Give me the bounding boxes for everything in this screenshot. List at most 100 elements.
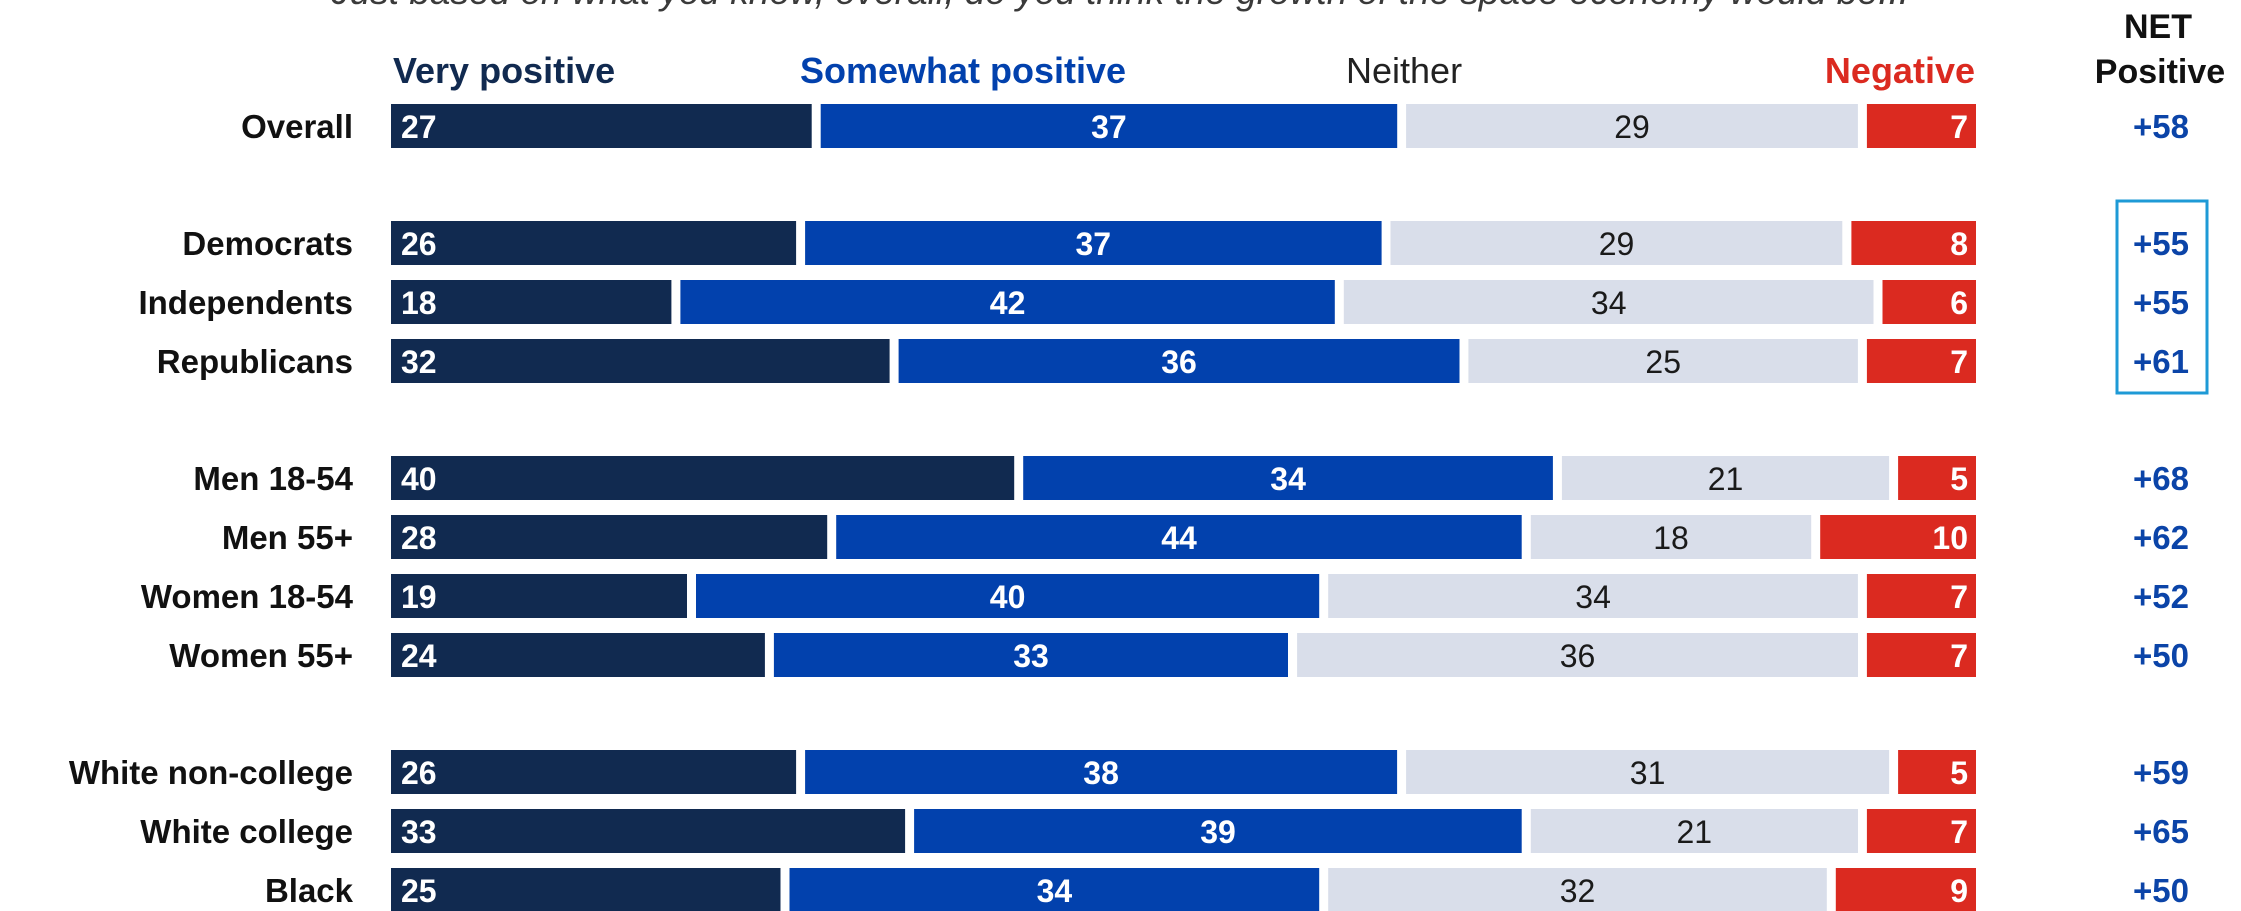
net-positive-value: +50 bbox=[2133, 637, 2189, 674]
legend-very-positive: Very positive bbox=[393, 50, 615, 91]
data-label-very-positive: 26 bbox=[401, 755, 437, 791]
bar-very-positive bbox=[391, 574, 687, 618]
data-label-very-positive: 19 bbox=[401, 579, 437, 615]
data-label-somewhat-positive: 37 bbox=[1076, 226, 1112, 262]
data-label-negative: 6 bbox=[1950, 285, 1968, 321]
bar-very-positive bbox=[391, 221, 797, 265]
data-label-neither: 21 bbox=[1677, 814, 1713, 850]
data-label-somewhat-positive: 38 bbox=[1083, 755, 1119, 791]
bar-somewhat-positive bbox=[696, 574, 1320, 618]
bar-somewhat-positive bbox=[914, 809, 1522, 853]
bar-negative bbox=[1866, 809, 1976, 853]
data-label-very-positive: 18 bbox=[401, 285, 437, 321]
data-label-neither: 32 bbox=[1560, 873, 1596, 909]
data-label-negative: 7 bbox=[1950, 579, 1968, 615]
bar-negative bbox=[1866, 633, 1976, 677]
net-positive-value: +55 bbox=[2133, 284, 2189, 321]
net-positive-value: +65 bbox=[2133, 813, 2189, 850]
legend-neither: Neither bbox=[1346, 50, 1462, 91]
data-label-negative: 10 bbox=[1932, 520, 1968, 556]
category-label: Republicans bbox=[157, 343, 353, 380]
data-label-neither: 25 bbox=[1645, 344, 1681, 380]
legend-somewhat-positive: Somewhat positive bbox=[800, 50, 1126, 91]
data-label-somewhat-positive: 39 bbox=[1200, 814, 1236, 850]
bar-negative bbox=[1866, 104, 1976, 148]
data-label-somewhat-positive: 33 bbox=[1013, 638, 1049, 674]
data-label-very-positive: 32 bbox=[401, 344, 437, 380]
data-label-negative: 7 bbox=[1950, 109, 1968, 145]
data-label-very-positive: 33 bbox=[401, 814, 437, 850]
bar-neither bbox=[1406, 750, 1890, 794]
bar-very-positive bbox=[391, 280, 672, 324]
bar-neither bbox=[1343, 280, 1874, 324]
data-label-very-positive: 27 bbox=[401, 109, 437, 145]
data-label-negative: 9 bbox=[1950, 873, 1968, 909]
net-header-line1: NET bbox=[2124, 8, 2192, 46]
net-positive-value: +55 bbox=[2133, 225, 2189, 262]
bar-negative bbox=[1898, 750, 1976, 794]
bar-very-positive bbox=[391, 104, 812, 148]
bar-very-positive bbox=[391, 750, 797, 794]
bar-somewhat-positive bbox=[789, 868, 1320, 911]
data-label-negative: 7 bbox=[1950, 814, 1968, 850]
bar-negative bbox=[1851, 221, 1976, 265]
bar-somewhat-positive bbox=[898, 339, 1460, 383]
bar-negative bbox=[1835, 868, 1976, 911]
net-positive-value: +62 bbox=[2133, 519, 2189, 556]
category-label: Women 18-54 bbox=[141, 578, 354, 615]
data-label-very-positive: 28 bbox=[401, 520, 437, 556]
data-label-neither: 36 bbox=[1560, 638, 1596, 674]
bar-neither bbox=[1297, 633, 1858, 677]
data-label-neither: 29 bbox=[1599, 226, 1635, 262]
bar-negative bbox=[1882, 280, 1976, 324]
data-label-somewhat-positive: 34 bbox=[1270, 461, 1306, 497]
bar-somewhat-positive bbox=[805, 750, 1398, 794]
category-label: Men 55+ bbox=[222, 519, 353, 556]
category-label: White non-college bbox=[69, 754, 353, 791]
bar-very-positive bbox=[391, 809, 906, 853]
bar-neither bbox=[1328, 868, 1827, 911]
bar-somewhat-positive bbox=[836, 515, 1522, 559]
data-label-very-positive: 26 bbox=[401, 226, 437, 262]
bar-very-positive bbox=[391, 633, 765, 677]
data-label-negative: 5 bbox=[1950, 755, 1968, 791]
bar-very-positive bbox=[391, 456, 1015, 500]
bar-neither bbox=[1390, 221, 1843, 265]
bar-neither bbox=[1328, 574, 1858, 618]
bar-neither bbox=[1530, 809, 1858, 853]
net-positive-value: +50 bbox=[2133, 872, 2189, 909]
net-header-line2: Positive bbox=[2095, 53, 2225, 91]
data-label-somewhat-positive: 44 bbox=[1161, 520, 1197, 556]
category-label: Women 55+ bbox=[169, 637, 353, 674]
category-label: Democrats bbox=[182, 225, 353, 262]
data-label-somewhat-positive: 34 bbox=[1037, 873, 1073, 909]
data-label-negative: 7 bbox=[1950, 344, 1968, 380]
bar-somewhat-positive bbox=[1023, 456, 1553, 500]
data-label-somewhat-positive: 42 bbox=[990, 285, 1026, 321]
bar-negative bbox=[1820, 515, 1976, 559]
bar-negative bbox=[1898, 456, 1976, 500]
data-label-neither: 21 bbox=[1708, 461, 1744, 497]
bar-neither bbox=[1530, 515, 1812, 559]
data-label-neither: 18 bbox=[1653, 520, 1689, 556]
data-label-negative: 5 bbox=[1950, 461, 1968, 497]
category-label: Independents bbox=[138, 284, 353, 321]
data-label-very-positive: 25 bbox=[401, 873, 437, 909]
category-label: Overall bbox=[241, 108, 353, 145]
bar-very-positive bbox=[391, 868, 781, 911]
data-label-very-positive: 24 bbox=[401, 638, 437, 674]
net-positive-value: +59 bbox=[2133, 754, 2189, 791]
net-positive-value: +68 bbox=[2133, 460, 2189, 497]
data-label-very-positive: 40 bbox=[401, 461, 437, 497]
bar-negative bbox=[1866, 574, 1976, 618]
category-label: White college bbox=[140, 813, 353, 850]
data-label-somewhat-positive: 37 bbox=[1091, 109, 1127, 145]
bar-very-positive bbox=[391, 515, 828, 559]
bar-somewhat-positive bbox=[680, 280, 1335, 324]
data-label-somewhat-positive: 36 bbox=[1161, 344, 1197, 380]
net-positive-value: +52 bbox=[2133, 578, 2189, 615]
bar-somewhat-positive bbox=[805, 221, 1382, 265]
data-label-neither: 34 bbox=[1575, 579, 1611, 615]
bar-neither bbox=[1468, 339, 1858, 383]
